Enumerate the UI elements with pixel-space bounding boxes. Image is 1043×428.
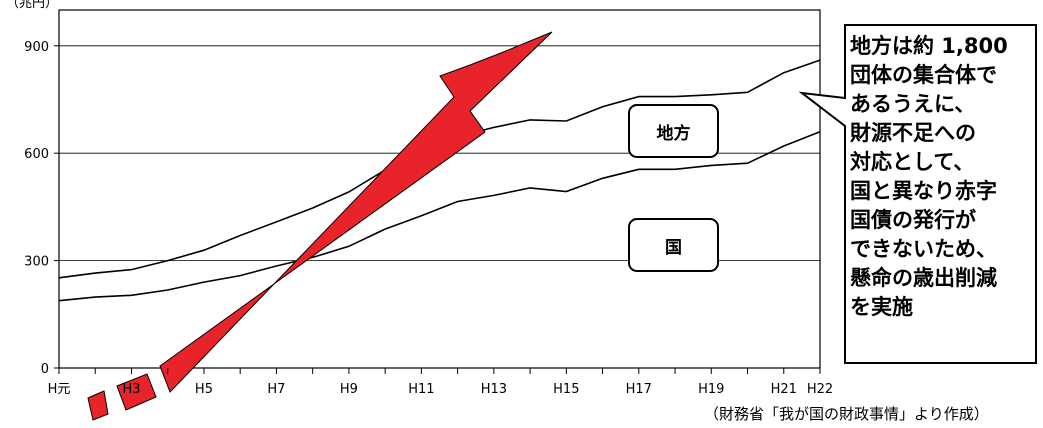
callout-bubble [798, 24, 1037, 364]
y-tick-label: 600 [24, 147, 49, 162]
callout-text: 地方は約 1,800 団体の集合体で あるうえに、 財源不足への 対応として、 … [850, 32, 1036, 322]
arrow-dash-2 [116, 373, 157, 411]
callout-line: 懸命の歳出削減 [850, 266, 997, 290]
x-tick-label: H3 [122, 382, 140, 397]
x-tick-label: H9 [340, 382, 358, 397]
plot-frame [58, 9, 821, 369]
x-tick-label: H15 [553, 382, 579, 397]
x-tick-label: H22 [807, 382, 833, 397]
y-unit-label: （兆円） [6, 0, 59, 11]
callout-line: できないため、 [850, 237, 997, 261]
x-tick-label: H元 [48, 382, 71, 397]
callout-line: あるうえに、 [850, 92, 976, 116]
x-tick-label: H17 [626, 382, 652, 397]
arrow-body [159, 31, 553, 393]
source-note: （財務省「我が国の財政事情」より作成） [704, 405, 989, 423]
local-label: 地方 [628, 104, 719, 158]
arrow-dash-1 [87, 390, 109, 421]
callout-line: を実施 [850, 295, 913, 319]
callout-line: 地方は約 1,800 [850, 34, 1008, 58]
series-line [58, 130, 821, 302]
y-tick-label: 300 [24, 255, 49, 270]
y-tick-label: 900 [24, 40, 49, 55]
x-tick-label: H11 [408, 382, 434, 397]
callout-line: 対応として、 [850, 150, 975, 174]
growth-arrow [87, 31, 553, 421]
callout-line: 国と異なり赤字 [850, 179, 997, 203]
callout-line: 団体の集合体で [850, 63, 997, 87]
x-tick-label: H19 [698, 382, 724, 397]
callout-shape [798, 24, 1037, 364]
callout-line: 財源不足への [850, 121, 976, 145]
national-label: 国 [628, 218, 719, 272]
callout-line: 国債の発行が [850, 208, 976, 232]
x-tick-label: H7 [267, 382, 285, 397]
y-tick-label: 0 [41, 362, 49, 377]
x-tick-label: H5 [195, 382, 213, 397]
x-tick-label: H21 [771, 382, 797, 397]
x-tick-label: H13 [481, 382, 507, 397]
